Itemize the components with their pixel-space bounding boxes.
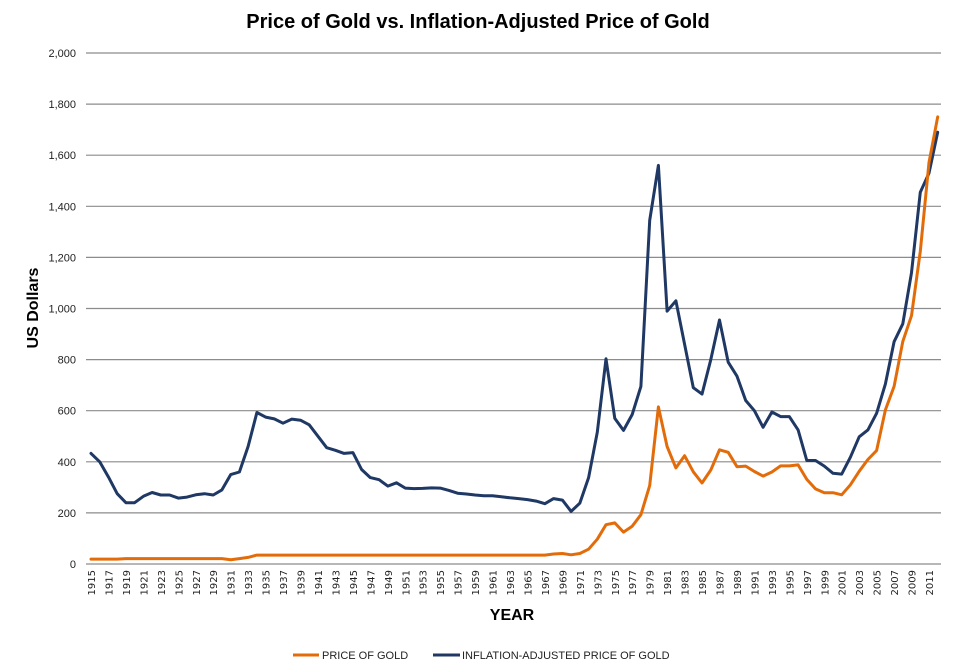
x-tick-label: 1993: [768, 570, 779, 595]
x-tick-label: 1949: [384, 570, 395, 595]
y-axis-title: US Dollars: [25, 267, 42, 348]
x-tick-label: 1917: [104, 570, 115, 595]
y-tick-label: 1,600: [48, 150, 76, 162]
y-tick-label: 1,000: [48, 304, 76, 316]
x-tick-label: 1929: [209, 570, 220, 595]
x-tick-label: 1953: [419, 570, 430, 595]
x-tick-label: 1925: [174, 570, 185, 595]
x-tick-label: 1967: [541, 570, 552, 595]
x-tick-label: 1919: [122, 570, 133, 595]
x-tick-label: 2001: [838, 570, 849, 595]
x-tick-label: 1965: [523, 570, 534, 595]
x-tick-label: 2003: [855, 570, 866, 595]
x-tick-label: 1971: [576, 570, 587, 595]
x-tick-label: 1939: [297, 570, 308, 595]
legend: PRICE OF GOLD INFLATION-ADJUSTED PRICE O…: [293, 650, 670, 662]
y-tick-label: 1,400: [48, 201, 76, 213]
legend-label-inflation-adjusted: INFLATION-ADJUSTED PRICE OF GOLD: [462, 650, 670, 662]
x-tick-label: 1935: [262, 570, 273, 595]
x-axis-title: YEAR: [490, 607, 535, 624]
x-tick-label: 1915: [87, 570, 98, 595]
y-tick-label: 0: [70, 559, 76, 571]
x-tick-label: 1933: [244, 570, 255, 595]
x-tick-label: 1937: [279, 570, 290, 595]
x-tick-label: 1985: [698, 570, 709, 595]
series-line-inflation-adjusted: [89, 130, 940, 513]
x-tick-label: 1995: [785, 570, 796, 595]
x-tick-label: 2007: [890, 570, 901, 595]
x-tick-label: 1947: [366, 570, 377, 595]
x-tick-label: 1963: [506, 570, 517, 595]
y-tick-label: 400: [58, 457, 76, 469]
series-lines: [89, 115, 940, 562]
legend-label-price-of-gold: PRICE OF GOLD: [322, 650, 408, 662]
x-tick-label: 1941: [314, 570, 325, 595]
gridlines: [86, 52, 941, 565]
legend-item-inflation-adjusted: INFLATION-ADJUSTED PRICE OF GOLD: [433, 650, 670, 662]
x-tick-label: 1977: [628, 570, 639, 595]
x-tick-label: 1951: [401, 570, 412, 595]
x-tick-label: 1999: [820, 570, 831, 595]
x-tick-label: 1957: [454, 570, 465, 595]
x-tick-label: 1959: [471, 570, 482, 595]
x-tick-label: 2005: [873, 570, 884, 595]
chart-title: Price of Gold vs. Inflation-Adjusted Pri…: [246, 11, 709, 33]
x-tick-label: 1927: [192, 570, 203, 595]
x-tick-label: 2011: [925, 570, 936, 595]
x-tick-label: 1955: [436, 570, 447, 595]
x-tick-label: 1961: [489, 570, 500, 595]
x-tick-label: 1989: [733, 570, 744, 595]
x-axis-tick-labels: 1915 1917 1919 1921 1923 1925 1927 1929 1931 1933…: [87, 570, 936, 595]
x-tick-label: 1983: [681, 570, 692, 595]
x-tick-label: 1931: [227, 570, 238, 595]
x-tick-label: 1997: [803, 570, 814, 595]
x-tick-label: 1981: [663, 570, 674, 595]
y-tick-label: 200: [58, 508, 76, 520]
x-tick-label: 1975: [611, 570, 622, 595]
x-tick-label: 1969: [558, 570, 569, 595]
y-tick-label: 1,200: [48, 252, 76, 264]
y-tick-label: 2,000: [48, 48, 76, 60]
series-line-price-of-gold: [89, 115, 940, 562]
x-tick-label: 1991: [750, 570, 761, 595]
x-tick-label: 1945: [349, 570, 360, 595]
y-axis-tick-labels: 0 200 400 600 800 1,000 1,200 1,400 1,600 1,800 2,…: [48, 48, 76, 571]
x-tick-label: 1943: [331, 570, 342, 595]
legend-item-price-of-gold: PRICE OF GOLD: [293, 650, 408, 662]
x-tick-label: 2009: [908, 570, 919, 595]
x-tick-label: 1923: [157, 570, 168, 595]
y-tick-label: 1,800: [48, 99, 76, 111]
x-tick-label: 1973: [593, 570, 604, 595]
x-tick-label: 1987: [716, 570, 727, 595]
x-tick-label: 1921: [139, 570, 150, 595]
x-tick-label: 1979: [646, 570, 657, 595]
y-tick-label: 800: [58, 355, 76, 367]
y-tick-label: 600: [58, 406, 76, 418]
